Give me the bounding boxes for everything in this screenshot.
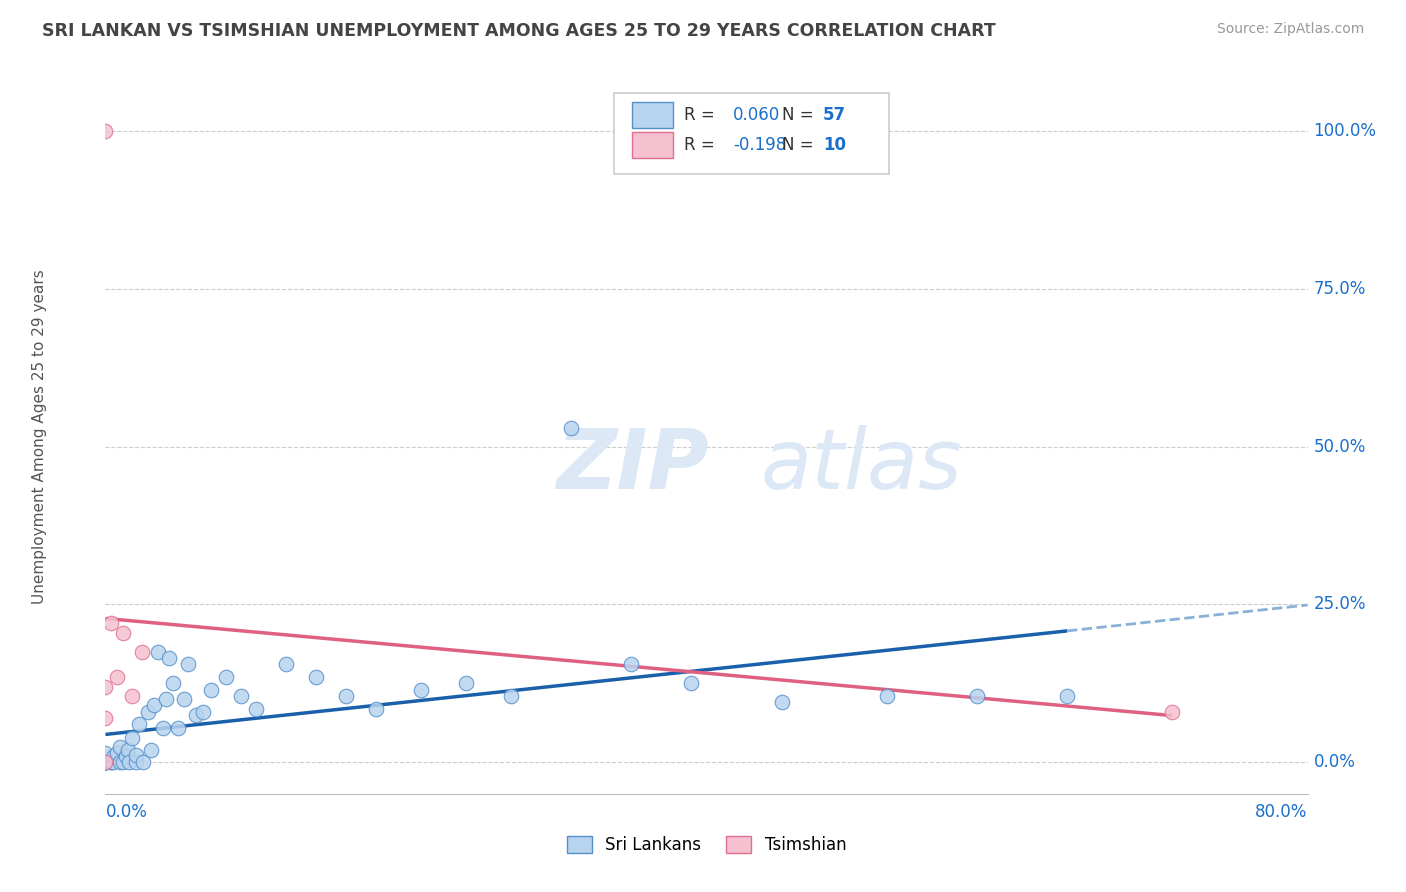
Point: [214, 670, 236, 684]
Point: [157, 651, 180, 665]
Text: N =: N =: [782, 105, 814, 123]
Point: [200, 682, 222, 697]
Point: [110, 739, 132, 754]
Text: 0.0%: 0.0%: [105, 804, 148, 822]
Point: [94, 756, 117, 770]
Text: atlas: atlas: [761, 425, 962, 506]
Point: [152, 721, 174, 735]
Point: [94, 756, 117, 770]
Text: ZIP: ZIP: [557, 425, 709, 506]
Text: 50.0%: 50.0%: [1313, 438, 1367, 456]
Point: [117, 742, 139, 756]
Point: [184, 708, 207, 723]
Point: [620, 657, 643, 672]
Point: [115, 749, 138, 764]
Point: [94, 680, 117, 694]
Point: [1161, 705, 1184, 719]
Text: 10: 10: [823, 136, 846, 153]
Point: [454, 676, 477, 690]
Point: [132, 756, 155, 770]
Point: [94, 756, 117, 770]
Point: [94, 756, 117, 770]
Text: 100.0%: 100.0%: [1313, 122, 1376, 140]
Point: [173, 692, 195, 706]
Point: [94, 746, 117, 760]
Point: [191, 705, 214, 719]
Point: [94, 756, 117, 770]
Point: [107, 670, 129, 684]
Text: R =: R =: [683, 136, 714, 153]
Text: R =: R =: [683, 105, 714, 123]
Point: [107, 746, 129, 760]
Point: [94, 756, 117, 770]
Point: [681, 676, 703, 690]
Point: [110, 756, 132, 770]
Legend: Sri Lankans, Tsimshian: Sri Lankans, Tsimshian: [560, 829, 853, 861]
Point: [1056, 689, 1078, 703]
Point: [136, 705, 159, 719]
Point: [94, 756, 117, 770]
FancyBboxPatch shape: [631, 102, 673, 128]
Point: [124, 747, 146, 762]
Point: [118, 756, 141, 770]
Point: [245, 701, 267, 715]
Point: [100, 616, 122, 631]
Point: [162, 676, 184, 690]
Point: [94, 124, 117, 138]
Text: 57: 57: [823, 105, 846, 123]
Text: Unemployment Among Ages 25 to 29 years: Unemployment Among Ages 25 to 29 years: [32, 269, 46, 605]
Point: [101, 756, 124, 770]
Text: 0.0%: 0.0%: [1313, 754, 1355, 772]
Point: [139, 742, 162, 756]
Point: [103, 749, 125, 764]
FancyBboxPatch shape: [631, 132, 673, 158]
Point: [100, 756, 122, 770]
Point: [770, 695, 793, 709]
Point: [501, 689, 523, 703]
Point: [98, 756, 121, 770]
Point: [229, 689, 252, 703]
Point: [876, 689, 898, 703]
Text: N =: N =: [782, 136, 814, 153]
Point: [124, 756, 146, 770]
Point: [966, 689, 988, 703]
Text: 0.060: 0.060: [733, 105, 780, 123]
Text: 80.0%: 80.0%: [1256, 804, 1308, 822]
Point: [177, 657, 200, 672]
Point: [560, 420, 582, 434]
Point: [131, 645, 153, 659]
Text: 75.0%: 75.0%: [1313, 280, 1367, 298]
Text: 25.0%: 25.0%: [1313, 596, 1367, 614]
Point: [112, 625, 135, 640]
Point: [142, 698, 165, 713]
Point: [305, 670, 328, 684]
Point: [335, 689, 357, 703]
Point: [121, 731, 143, 746]
Point: [409, 682, 432, 697]
Point: [274, 657, 297, 672]
Point: [112, 756, 135, 770]
Point: [166, 721, 188, 735]
Point: [128, 717, 150, 731]
Point: [94, 756, 117, 770]
Point: [94, 711, 117, 725]
Point: [94, 756, 117, 770]
Point: [94, 752, 117, 766]
Point: [155, 692, 177, 706]
FancyBboxPatch shape: [614, 93, 889, 175]
Text: -0.198: -0.198: [733, 136, 786, 153]
Text: Source: ZipAtlas.com: Source: ZipAtlas.com: [1216, 22, 1364, 37]
Point: [121, 689, 143, 703]
Point: [146, 645, 169, 659]
Text: SRI LANKAN VS TSIMSHIAN UNEMPLOYMENT AMONG AGES 25 TO 29 YEARS CORRELATION CHART: SRI LANKAN VS TSIMSHIAN UNEMPLOYMENT AMO…: [42, 22, 995, 40]
Point: [364, 701, 387, 715]
